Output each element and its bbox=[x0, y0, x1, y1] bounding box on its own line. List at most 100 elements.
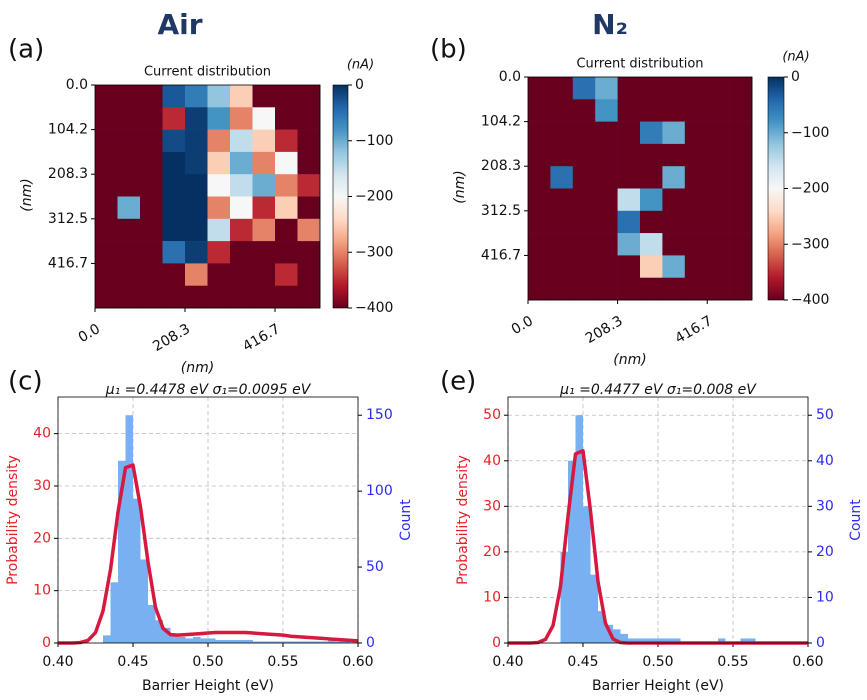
heatmap-cell bbox=[185, 263, 208, 286]
colorbar-tick-label: −200 bbox=[355, 189, 393, 205]
x-tick-label: 416.7 bbox=[673, 313, 716, 347]
heatmap-cell bbox=[117, 129, 141, 153]
heatmap-cell bbox=[528, 233, 551, 256]
heatmap-cell bbox=[729, 121, 753, 145]
y-axis-label: Probability density bbox=[5, 455, 21, 585]
x-tick-label: 0.60 bbox=[342, 654, 373, 670]
heatmap-cell bbox=[275, 85, 298, 108]
heatmap-cell bbox=[528, 166, 551, 189]
x-axis-label: (nm) bbox=[613, 352, 646, 368]
heatmap-cell bbox=[252, 151, 276, 175]
heatmap-cell bbox=[684, 143, 708, 167]
heatmap-cell bbox=[275, 241, 298, 264]
heatmap-cell bbox=[207, 151, 231, 175]
y2-axis-label: Count bbox=[398, 499, 414, 541]
histogram-bar bbox=[658, 638, 666, 643]
histogram-bar bbox=[223, 639, 231, 643]
heatmap-cell bbox=[230, 151, 253, 175]
heatmap-cell bbox=[185, 174, 208, 197]
y-axis-label: (nm) bbox=[19, 178, 35, 211]
heatmap-cell bbox=[95, 218, 118, 242]
y-tick-label: 40 bbox=[33, 426, 51, 442]
heatmap-cell bbox=[572, 99, 596, 122]
heatmap-cell bbox=[595, 99, 618, 122]
heatmap-cell bbox=[140, 241, 163, 264]
heatmap-cell bbox=[617, 99, 641, 122]
heatmap-cell bbox=[207, 241, 231, 264]
heatmap-cell bbox=[275, 218, 298, 242]
heatmap-cell bbox=[707, 255, 730, 278]
plot-title: Current distribution bbox=[576, 57, 703, 72]
histogram-bar bbox=[253, 641, 261, 643]
heatmap-cell bbox=[550, 255, 574, 278]
header: N₂ bbox=[592, 8, 628, 41]
heatmap-cell bbox=[162, 151, 186, 175]
heatmap-cell bbox=[640, 277, 663, 301]
heatmap-cell bbox=[162, 285, 186, 309]
y-tick-label: 208.3 bbox=[48, 166, 88, 182]
heatmap-cell bbox=[207, 263, 231, 286]
heatmap-cell bbox=[275, 263, 298, 286]
heatmap-cell bbox=[572, 255, 596, 278]
x-axis-label: Barrier Height (eV) bbox=[592, 678, 724, 694]
heatmap-cell bbox=[684, 166, 708, 189]
histogram-bar bbox=[305, 641, 313, 643]
histogram-bar bbox=[628, 638, 636, 643]
plot-title: Current distribution bbox=[144, 65, 271, 80]
heatmap-cell bbox=[662, 277, 686, 301]
y-tick-label: 10 bbox=[33, 583, 51, 599]
heatmap-cell bbox=[595, 143, 618, 167]
heatmap-cell bbox=[230, 218, 253, 242]
heatmap-cell bbox=[707, 277, 730, 301]
histogram-bar bbox=[283, 641, 291, 643]
heatmap-cell bbox=[617, 233, 641, 256]
heatmap-cell bbox=[117, 151, 141, 175]
heatmap-cell bbox=[640, 255, 663, 278]
heatmap-cell bbox=[297, 174, 321, 197]
heatmap-cell bbox=[640, 99, 663, 122]
heatmap-cell bbox=[275, 129, 298, 153]
heatmap-cell bbox=[640, 233, 663, 256]
histogram-bar bbox=[148, 605, 156, 643]
colorbar-tick-label: −100 bbox=[791, 125, 829, 141]
x-tick-label: 0.50 bbox=[642, 654, 673, 670]
y-tick-label: 10 bbox=[483, 589, 501, 605]
heatmap-cell bbox=[662, 99, 686, 122]
y2-tick-label: 50 bbox=[366, 559, 384, 575]
heatmap-cell bbox=[162, 241, 186, 264]
heatmap-cell bbox=[595, 255, 618, 278]
heatmap-cell bbox=[140, 218, 163, 242]
heatmap-cell bbox=[572, 210, 596, 234]
heatmap-cell bbox=[684, 99, 708, 122]
heatmap-cell bbox=[550, 188, 574, 212]
y-axis-label: (nm) bbox=[452, 170, 468, 203]
heatmap-cell bbox=[662, 77, 686, 100]
heatmap-cell bbox=[297, 196, 321, 220]
x-tick-label: 0.0 bbox=[76, 321, 103, 346]
plot-frame bbox=[527, 76, 753, 301]
x-tick-label: 0.55 bbox=[267, 654, 298, 670]
histogram-bar bbox=[583, 506, 591, 643]
heatmap-cell bbox=[729, 233, 753, 256]
y-tick-label: 416.7 bbox=[48, 255, 88, 271]
heatmap-cell bbox=[550, 121, 574, 145]
histogram-bar bbox=[313, 641, 321, 643]
heatmap-cell bbox=[528, 255, 551, 278]
heatmap-cell bbox=[297, 85, 321, 108]
colorbar-tick-label: −400 bbox=[791, 292, 829, 308]
plot-frame bbox=[57, 396, 359, 644]
heatmap-cell bbox=[617, 77, 641, 100]
x-tick-label: 0.45 bbox=[567, 654, 598, 670]
heatmap-cell bbox=[662, 166, 686, 189]
heatmap-cell bbox=[707, 233, 730, 256]
heatmap-cell bbox=[707, 77, 730, 100]
histogram-bar bbox=[665, 638, 673, 643]
histogram-bar bbox=[643, 638, 651, 643]
colorbar-tick-label: −100 bbox=[355, 133, 393, 149]
heatmap-cell bbox=[617, 255, 641, 278]
y2-tick-label: 30 bbox=[816, 498, 834, 514]
heatmap-cell bbox=[550, 277, 574, 301]
x-tick-label: 0.55 bbox=[717, 654, 748, 670]
heatmap-cell bbox=[117, 174, 141, 197]
heatmap-cell bbox=[617, 277, 641, 301]
